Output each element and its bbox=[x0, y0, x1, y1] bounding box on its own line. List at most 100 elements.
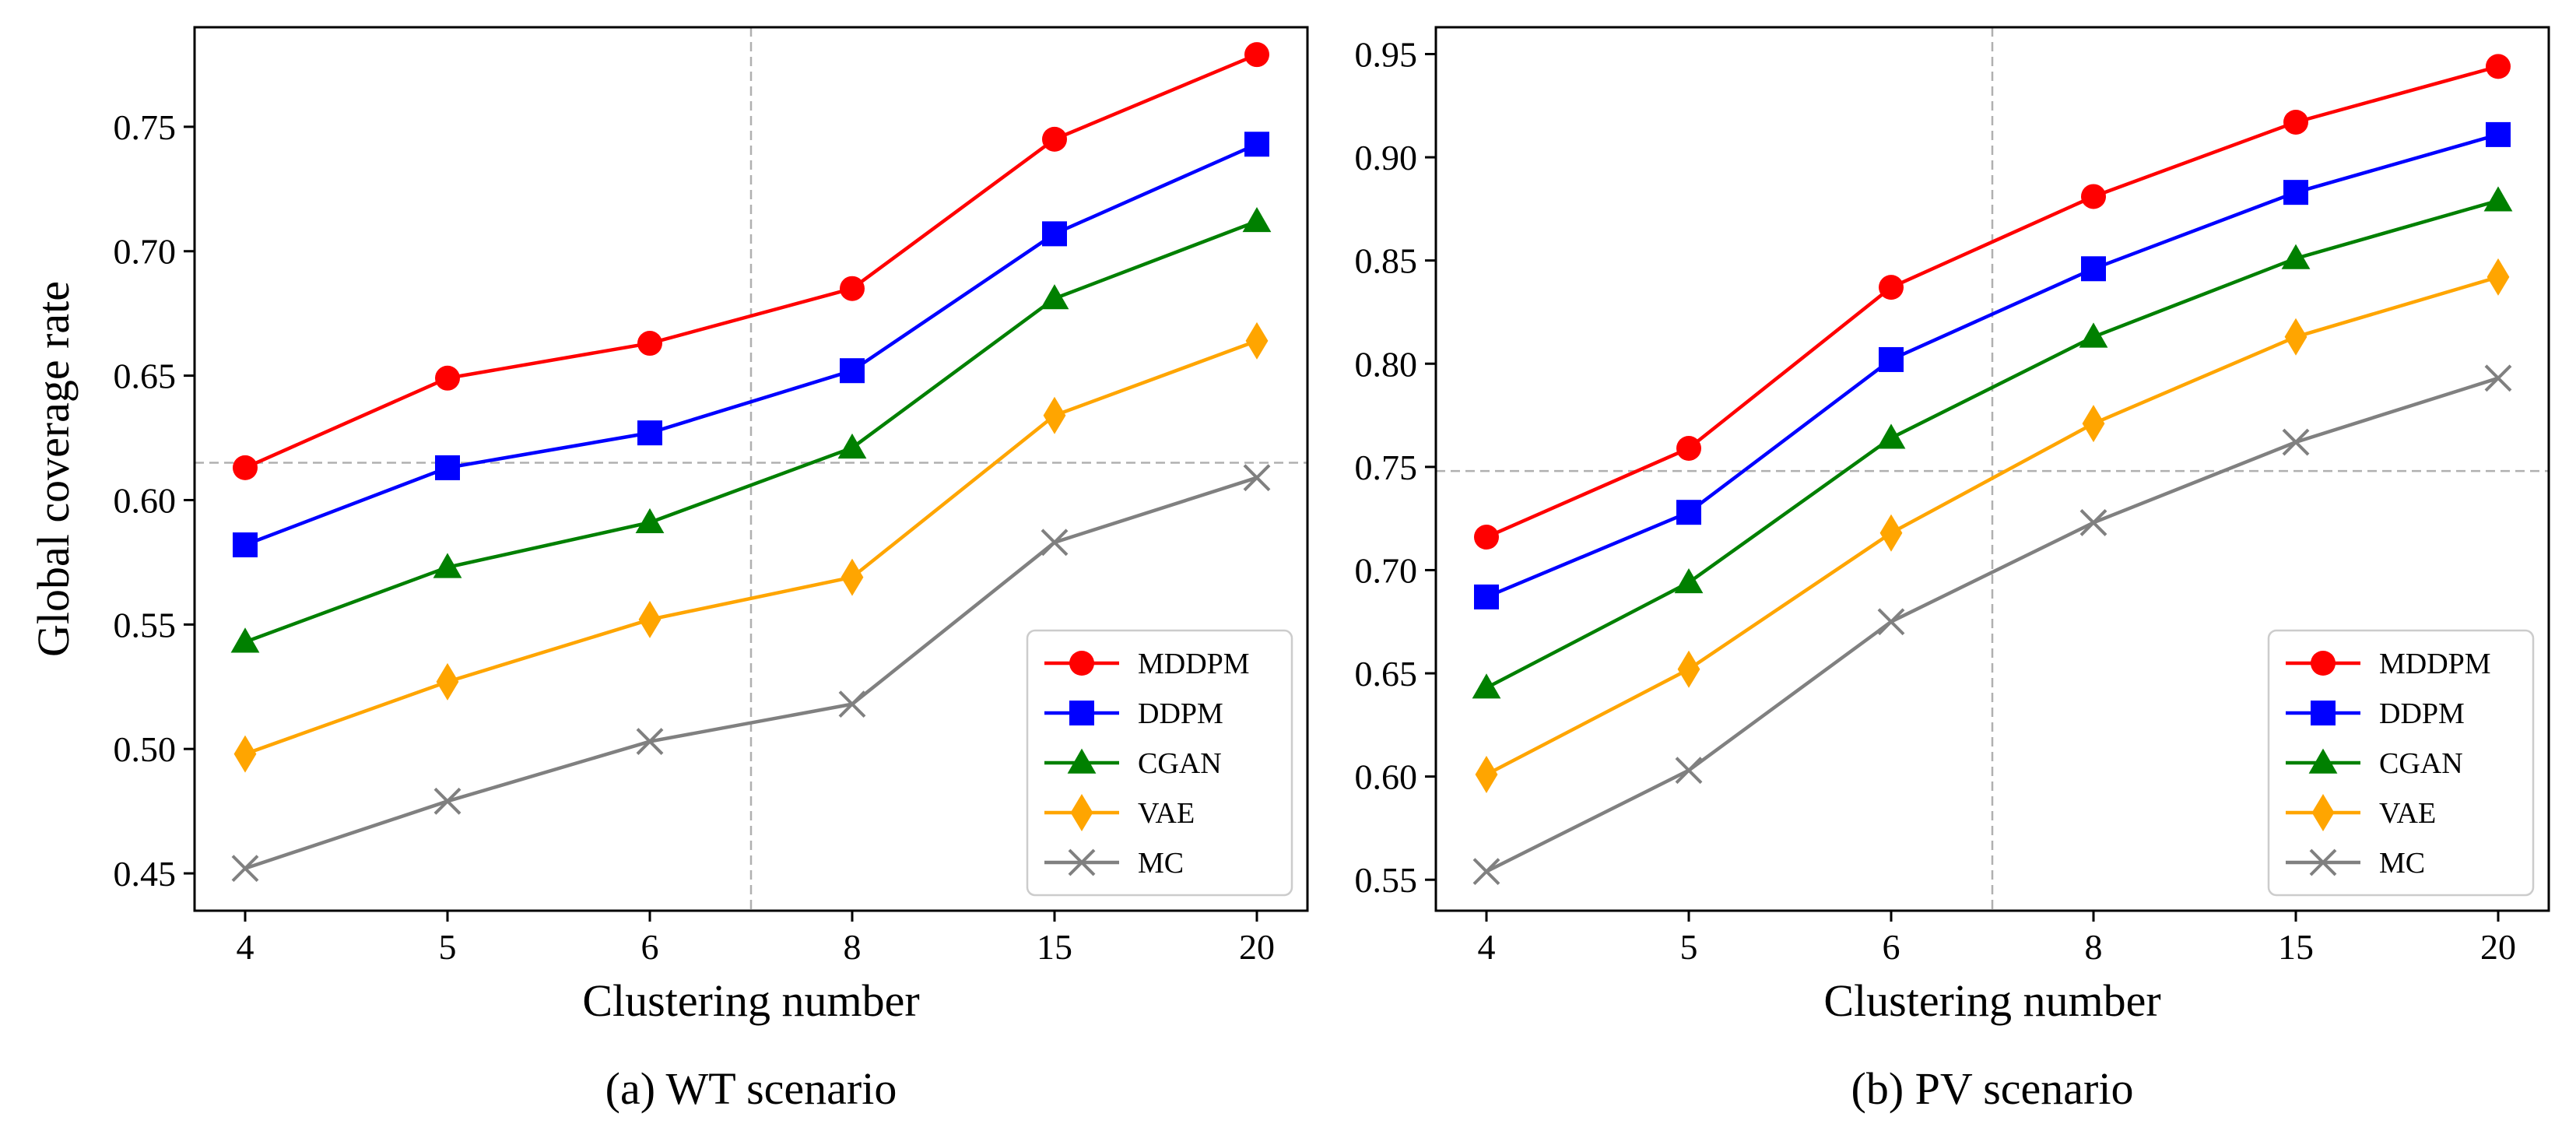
legend-entry-mddpm: MDDPM bbox=[2286, 648, 2491, 680]
y-tick-label: 0.65 bbox=[114, 357, 177, 396]
series-vae bbox=[1475, 258, 2510, 793]
data-point-ddpm bbox=[637, 420, 662, 446]
data-point-mc-stroke bbox=[1472, 858, 1500, 886]
x-axis-title: Clustering number bbox=[582, 975, 919, 1026]
data-point-mc bbox=[1472, 858, 1500, 886]
x-tick-label: 20 bbox=[1239, 927, 1275, 967]
legend-entry-mc: MC bbox=[2286, 847, 2425, 880]
y-tick-label: 0.75 bbox=[114, 107, 177, 147]
legend-box bbox=[2267, 629, 2535, 897]
series-mddpm bbox=[1474, 54, 2511, 550]
series-cgan bbox=[230, 206, 1272, 653]
panel-caption: (b) PV scenario bbox=[1851, 1063, 2134, 1114]
series-line-mddpm bbox=[1486, 65, 2499, 539]
data-point-ddpm bbox=[840, 358, 865, 384]
data-point-cgan bbox=[2281, 244, 2311, 269]
data-point-mc bbox=[838, 690, 866, 718]
y-tick-label: 0.55 bbox=[1355, 860, 1418, 900]
series-mc bbox=[1472, 364, 2512, 886]
series-line-ddpm bbox=[1486, 132, 2499, 599]
series-line-vae bbox=[1485, 275, 2499, 776]
legend-label: DDPM bbox=[2379, 697, 2465, 730]
data-point-mc-stroke bbox=[1041, 529, 1069, 557]
x-tick-label: 8 bbox=[844, 927, 862, 967]
data-point-mddpm bbox=[1879, 275, 1904, 300]
x-tick-label: 6 bbox=[641, 927, 659, 967]
series-mddpm bbox=[233, 42, 1269, 480]
data-point-mc bbox=[2484, 364, 2512, 392]
legend-label: MC bbox=[2379, 847, 2425, 880]
legend-label: DDPM bbox=[1138, 697, 1223, 730]
data-point-mc bbox=[1675, 757, 1703, 785]
pv-chart: 4 5 6 8 15 20 0.55 0.60 0.65 0.70 0.75 0.80 0.85 0.90… bbox=[1355, 26, 2550, 1114]
data-point-cgan bbox=[635, 508, 665, 534]
y-tick-label: 0.75 bbox=[1355, 448, 1418, 487]
data-point-mddpm bbox=[435, 365, 460, 391]
x-tick-label: 15 bbox=[2278, 927, 2314, 967]
legend-entry-cgan: CGAN bbox=[2286, 747, 2463, 780]
y-tick-label: 0.70 bbox=[114, 232, 177, 272]
data-point-mddpm bbox=[840, 276, 865, 301]
legend-label: MDDPM bbox=[1138, 648, 1250, 680]
data-point-vae bbox=[2082, 405, 2105, 443]
series-line-ddpm bbox=[244, 142, 1258, 547]
y-tick-label: 0.55 bbox=[114, 605, 177, 645]
x-tick-label: 8 bbox=[2085, 927, 2103, 967]
data-point-mc-stroke bbox=[1243, 464, 1271, 492]
x-tick-label: 20 bbox=[2480, 927, 2516, 967]
y-tick-label: 0.90 bbox=[1355, 138, 1418, 177]
series-line-cgan bbox=[1485, 198, 2499, 690]
legend-label: MC bbox=[1138, 847, 1184, 880]
data-point-vae bbox=[1475, 755, 1498, 793]
data-point-ddpm bbox=[2486, 121, 2511, 147]
data-point-vae bbox=[2284, 318, 2308, 356]
data-point-vae bbox=[233, 735, 257, 773]
panel-caption: (a) WT scenario bbox=[605, 1063, 897, 1114]
series-line-mddpm bbox=[244, 53, 1258, 469]
y-tick-label: 0.60 bbox=[114, 480, 177, 520]
data-point-mc-stroke bbox=[2079, 509, 2107, 536]
y-axis-title: Global coverage rate bbox=[28, 281, 79, 657]
legend: MDDPM DDPM CGAN VAE MC bbox=[1026, 629, 1293, 897]
legend-label: VAE bbox=[2379, 797, 2436, 830]
data-point-mddpm bbox=[233, 455, 258, 480]
y-tick-label: 0.80 bbox=[1355, 344, 1418, 384]
data-point-mc bbox=[1041, 529, 1069, 557]
data-point-ddpm bbox=[1474, 584, 1499, 609]
legend-entry-ddpm: DDPM bbox=[1044, 697, 1223, 730]
series-ddpm bbox=[1474, 121, 2511, 609]
legend-marker-mc-stroke bbox=[2309, 848, 2337, 876]
data-point-mc-stroke bbox=[838, 690, 866, 718]
x-tick-label: 4 bbox=[1478, 927, 1496, 967]
data-point-vae bbox=[1879, 514, 1903, 552]
x-tick-label: 6 bbox=[1883, 927, 1900, 967]
data-point-mddpm bbox=[1244, 42, 1269, 68]
y-tick-label: 0.65 bbox=[1355, 654, 1418, 694]
legend-entry-vae: VAE bbox=[1044, 794, 1195, 831]
legend-marker-ddpm bbox=[2311, 701, 2336, 725]
y-tick-label: 0.50 bbox=[114, 729, 177, 769]
data-point-mc bbox=[433, 787, 462, 815]
legend-entry-mddpm: MDDPM bbox=[1044, 648, 1250, 680]
data-point-ddpm bbox=[2081, 256, 2106, 282]
legend-label: CGAN bbox=[2379, 747, 2463, 780]
data-point-mddpm bbox=[2283, 109, 2308, 135]
y-tick-label: 0.45 bbox=[114, 854, 177, 894]
data-point-mc bbox=[1877, 608, 1905, 636]
x-tick-label: 5 bbox=[439, 927, 457, 967]
data-point-mc-stroke bbox=[2282, 428, 2310, 456]
legend-marker-cgan bbox=[2308, 748, 2338, 774]
legend-label: MDDPM bbox=[2379, 648, 2491, 680]
legend-marker-mddpm bbox=[2311, 651, 2336, 676]
data-point-mc-stroke bbox=[1877, 608, 1905, 636]
series-line-vae bbox=[244, 339, 1258, 756]
x-tick-label: 15 bbox=[1037, 927, 1072, 967]
data-point-cgan bbox=[1674, 567, 1704, 594]
data-point-ddpm bbox=[2283, 180, 2308, 205]
data-point-ddpm bbox=[1042, 221, 1067, 247]
data-point-mddpm bbox=[2081, 184, 2106, 209]
data-point-mc bbox=[636, 728, 664, 756]
legend-label: CGAN bbox=[1138, 747, 1222, 780]
data-point-mc-stroke bbox=[1675, 757, 1703, 785]
data-point-mc-stroke bbox=[2484, 364, 2512, 392]
